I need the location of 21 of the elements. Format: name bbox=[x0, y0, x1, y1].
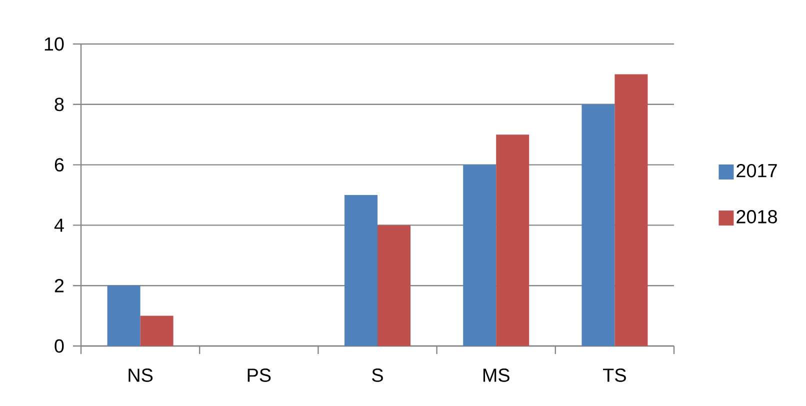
bar bbox=[614, 74, 648, 346]
y-tick-label: 10 bbox=[44, 37, 64, 51]
bar bbox=[344, 195, 378, 346]
bar bbox=[582, 104, 615, 346]
bar bbox=[107, 286, 140, 346]
bar bbox=[463, 164, 496, 346]
legend-label: 2018 bbox=[736, 210, 777, 224]
y-tick-label: 2 bbox=[54, 278, 64, 292]
bar bbox=[140, 316, 174, 346]
x-tick-label: TS bbox=[603, 368, 626, 382]
x-tick-label: PS bbox=[248, 368, 271, 382]
y-tick-label: 6 bbox=[54, 158, 64, 172]
x-tick-label: S bbox=[372, 368, 383, 382]
y-tick-label: 4 bbox=[54, 218, 64, 232]
x-tick-label: MS bbox=[483, 368, 510, 382]
x-tick-label: NS bbox=[128, 368, 153, 382]
bar bbox=[378, 225, 411, 346]
y-tick-label: 8 bbox=[54, 98, 64, 112]
legend-label: 2017 bbox=[736, 164, 777, 178]
bar bbox=[496, 134, 530, 346]
y-tick-label: 0 bbox=[54, 339, 64, 353]
